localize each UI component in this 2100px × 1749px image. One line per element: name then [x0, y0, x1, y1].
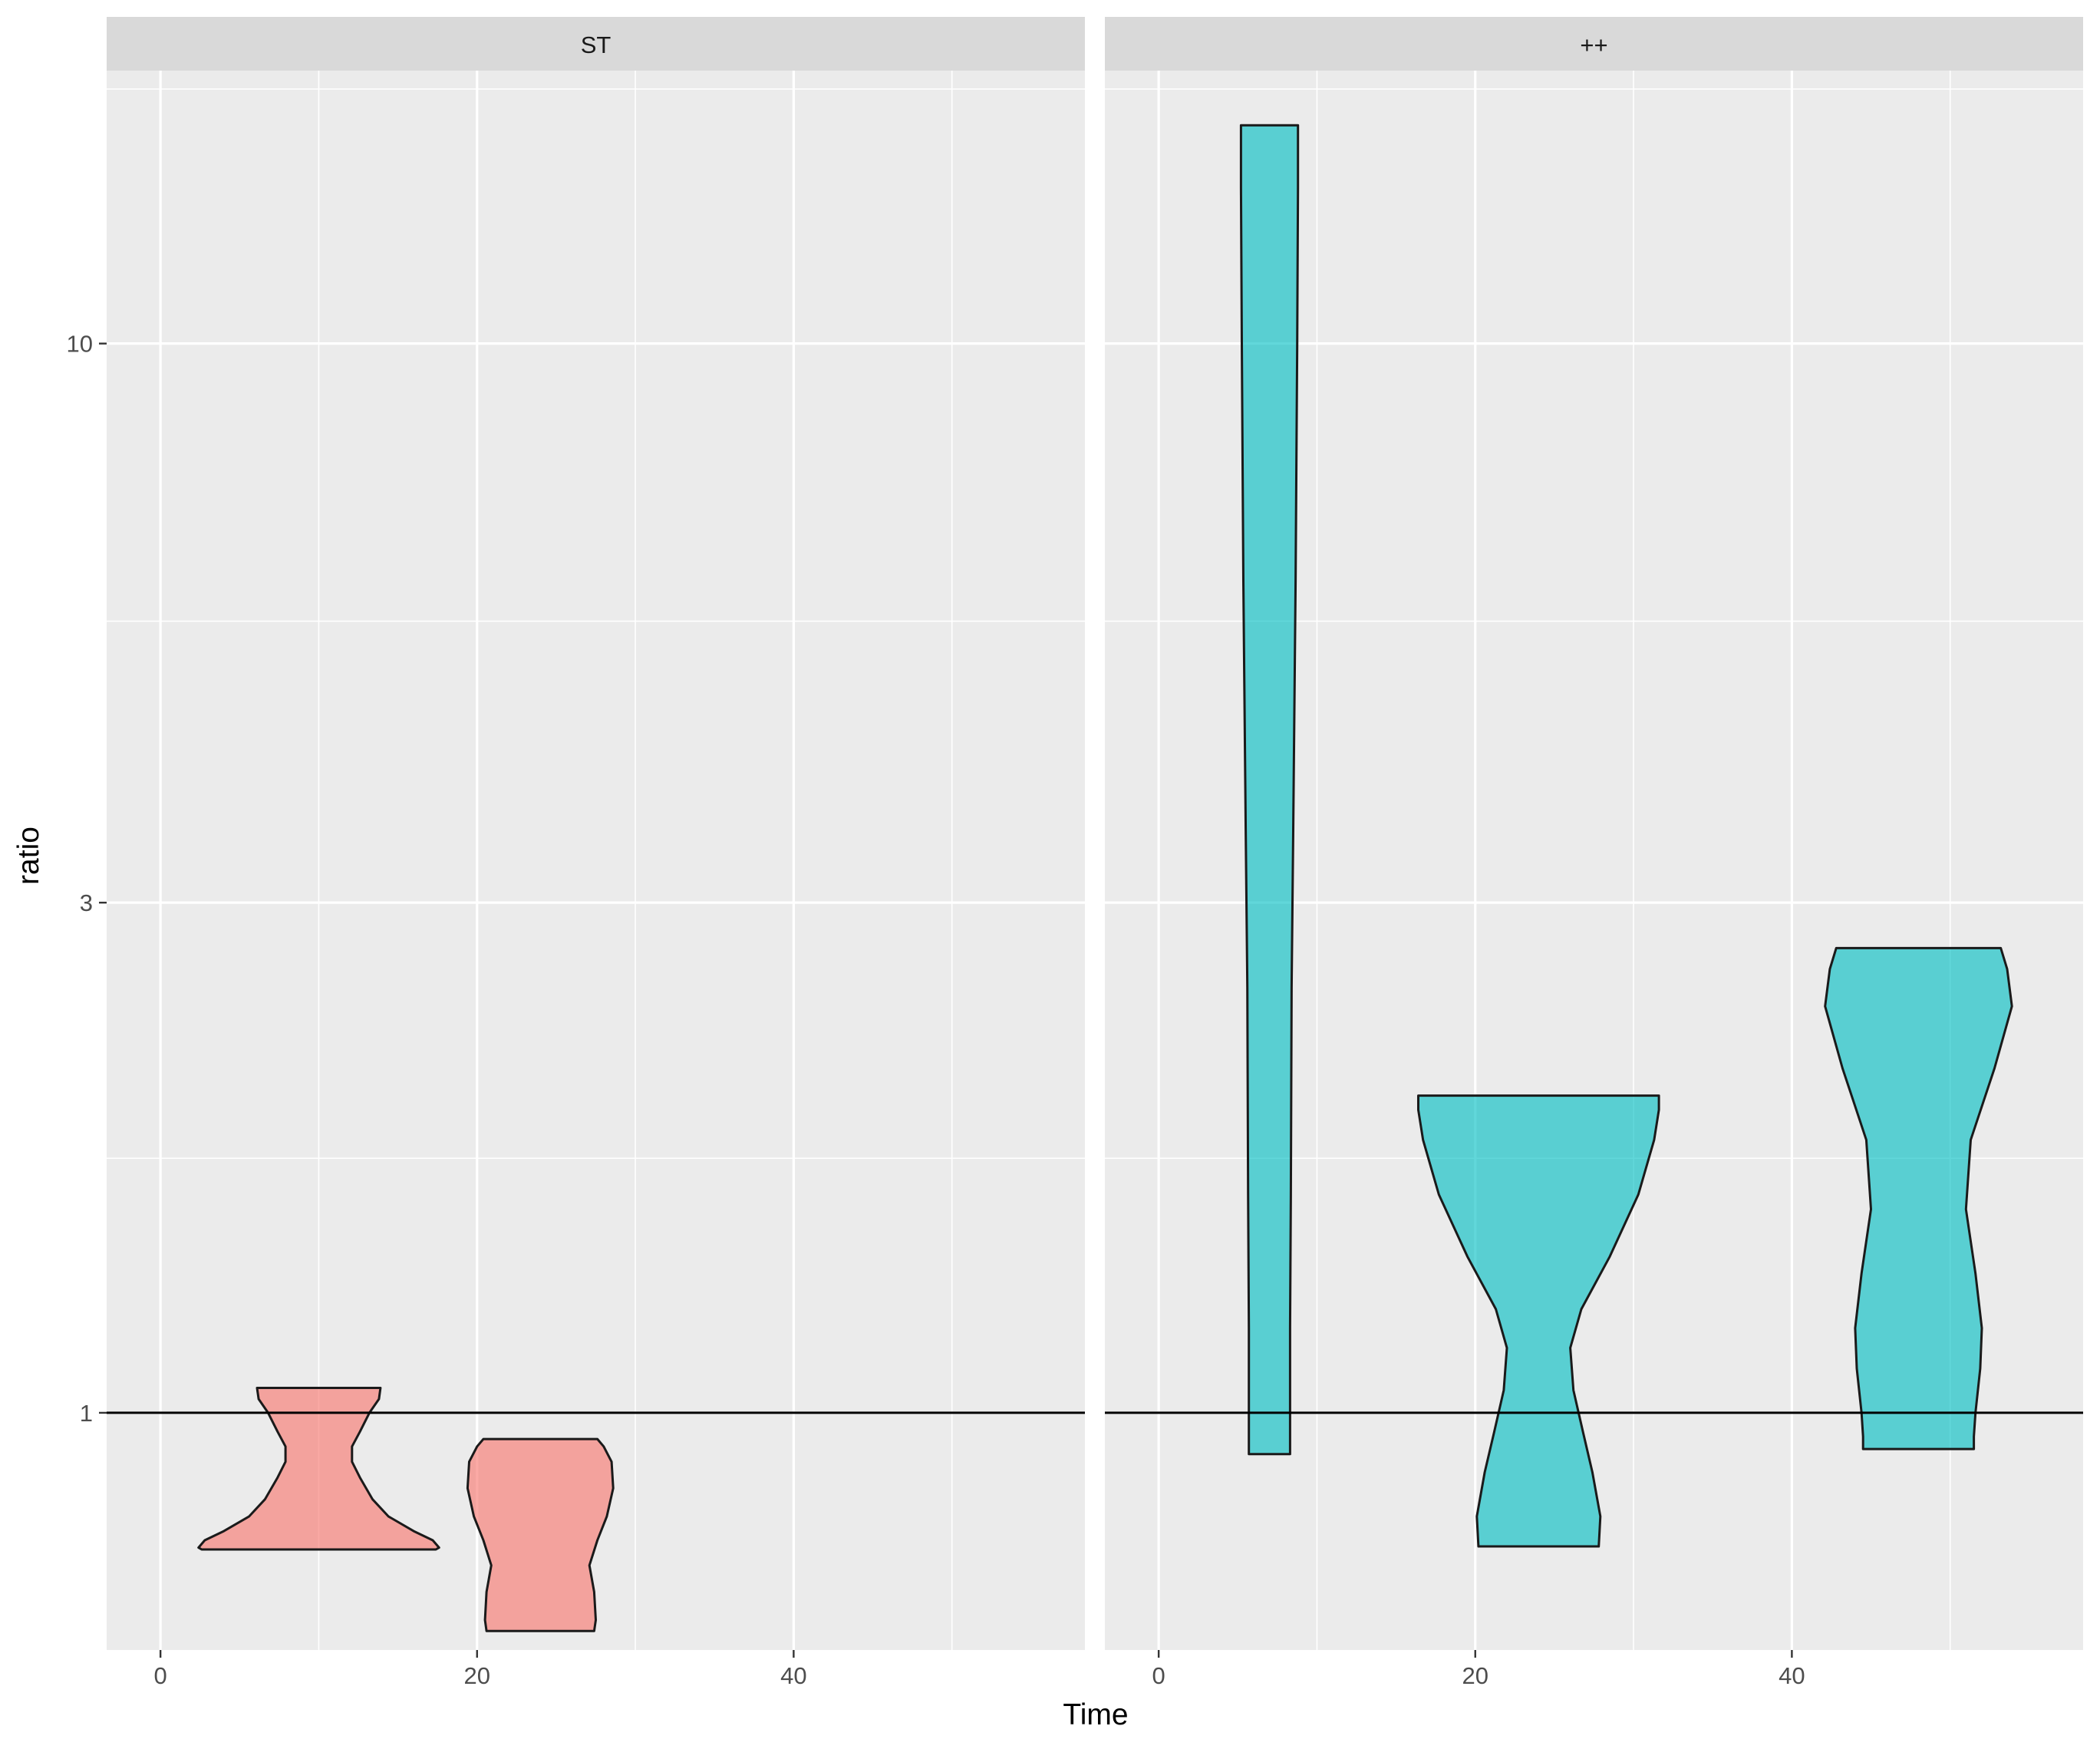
facet-panel-1: ST 0 20 40 [107, 17, 1085, 1691]
facet-strip-label: ST [581, 31, 612, 58]
facet-panel-2: ++ 0 20 40 [1105, 17, 2083, 1691]
y-tick-label: 1 [80, 1400, 93, 1427]
violin-++-1 [1239, 124, 1300, 1456]
y-tick-label: 10 [67, 331, 93, 358]
violin-ST-2 [466, 1437, 615, 1632]
facet-strip [1105, 17, 2083, 71]
facet-strip-label: ++ [1580, 31, 1607, 58]
x-tick-label: 40 [780, 1662, 806, 1689]
y-tick-label: 3 [80, 889, 93, 916]
y-axis-title: ratio [12, 827, 45, 885]
x-tick-label: 40 [1779, 1662, 1805, 1689]
violin-++-3 [1824, 946, 2013, 1450]
violin-ST-1 [197, 1387, 440, 1551]
violin-++-2 [1417, 1094, 1660, 1548]
x-tick-label: 20 [1462, 1662, 1488, 1689]
x-axis-title: Time [1063, 1698, 1128, 1731]
x-tick-label: 20 [464, 1662, 490, 1689]
facet-strip [107, 17, 1085, 71]
x-tick-label: 0 [1152, 1662, 1165, 1689]
facet-panels: ST 0 20 40 ++ 0 20 40 [107, 17, 2083, 1691]
x-tick-label: 0 [154, 1662, 167, 1689]
y-axis: 1 3 10 [67, 331, 107, 1427]
